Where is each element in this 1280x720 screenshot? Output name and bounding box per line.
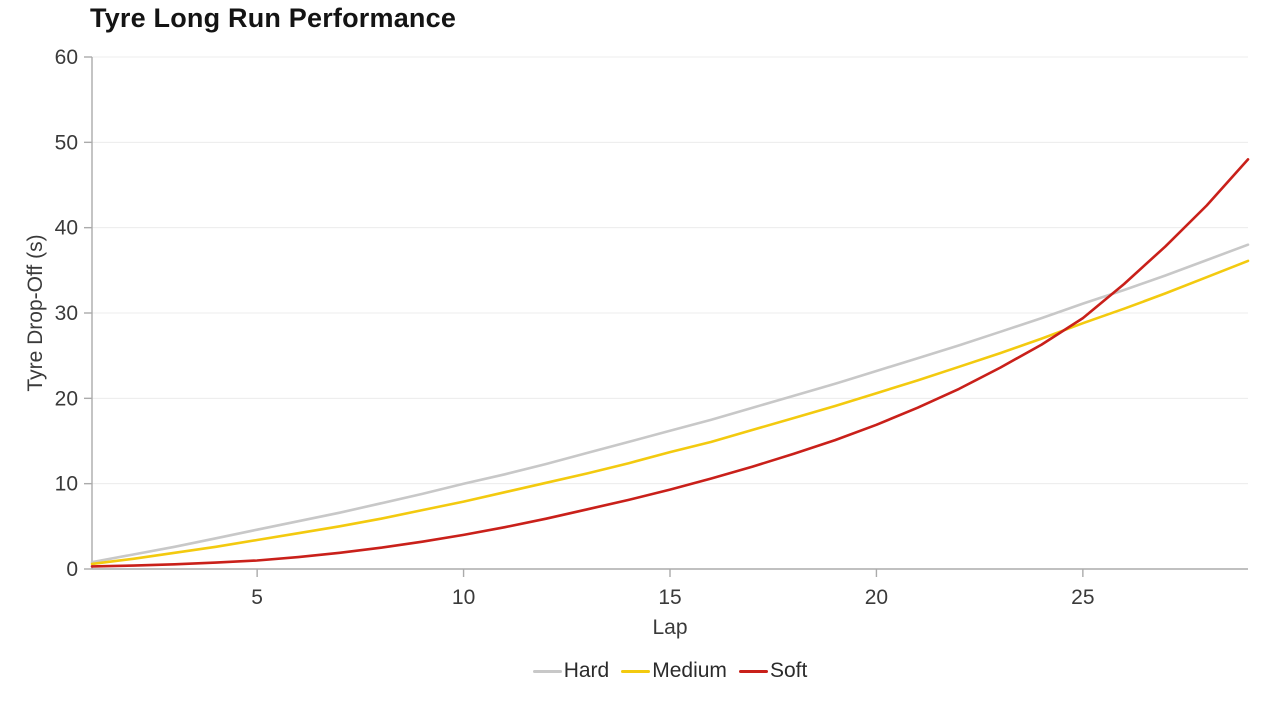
x-tick-label-5: 5 [251, 586, 263, 609]
y-tick-label-10: 10 [55, 473, 78, 496]
x-axis-title: Lap [652, 616, 688, 639]
y-tick-label-60: 60 [55, 46, 78, 69]
legend-item-soft: Soft [738, 659, 808, 683]
y-tick-label-40: 40 [55, 217, 78, 240]
x-tick-label-20: 20 [865, 586, 888, 609]
x-tick-label-10: 10 [452, 586, 475, 609]
legend-swatch-soft [738, 669, 768, 673]
y-tick-label-50: 50 [55, 131, 78, 154]
y-tick-label-20: 20 [55, 387, 78, 410]
legend-item-hard: Hard [532, 659, 610, 683]
legend-item-medium: Medium [621, 659, 727, 683]
legend-swatch-hard [532, 669, 562, 673]
legend: Hard Medium Soft [92, 659, 1248, 683]
series-line-soft [90, 158, 1250, 568]
y-axis-title: Tyre Drop-Off (s) [24, 234, 47, 392]
series-line-medium [90, 259, 1250, 566]
x-tick-label-15: 15 [658, 586, 681, 609]
y-tick-label-30: 30 [55, 302, 78, 325]
legend-label-hard: Hard [563, 659, 610, 682]
x-tick-label-25: 25 [1071, 586, 1094, 609]
legend-swatch-medium [621, 669, 651, 673]
legend-label-soft: Soft [769, 659, 808, 682]
series-line-hard [90, 243, 1250, 564]
y-tick-label-0: 0 [66, 558, 78, 581]
legend-label-medium: Medium [652, 659, 727, 682]
chart-title: Tyre Long Run Performance [90, 3, 457, 33]
